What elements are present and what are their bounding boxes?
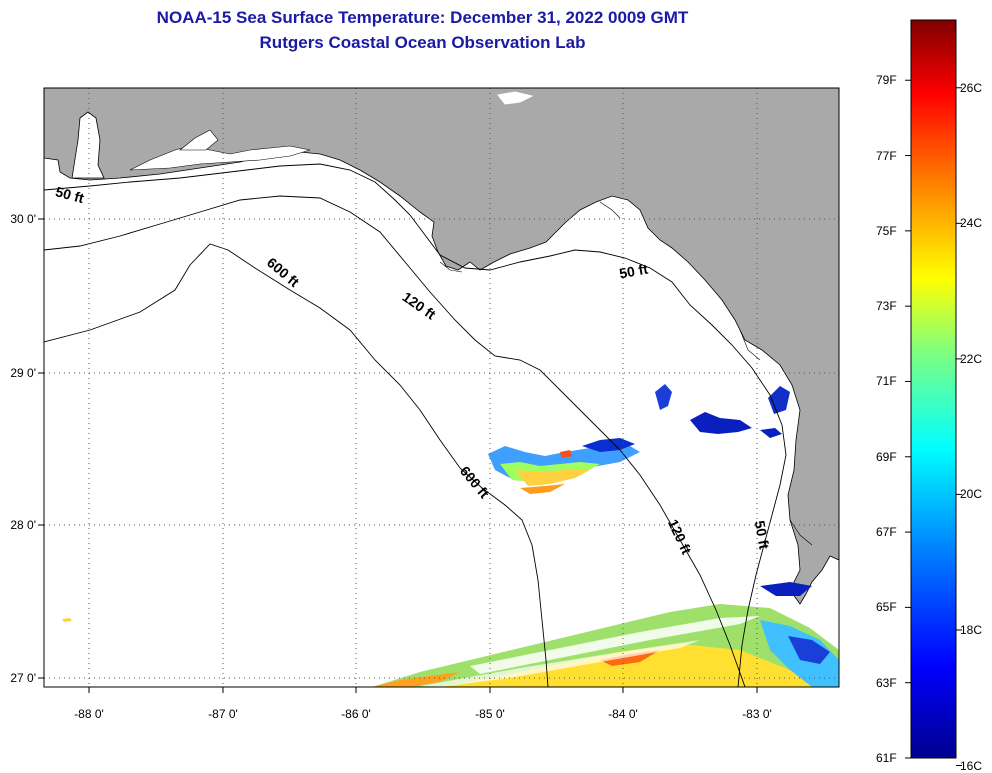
chart-title: NOAA-15 Sea Surface Temperature: Decembe… [156, 8, 689, 27]
chart-subtitle: Rutgers Coastal Ocean Observation Lab [259, 33, 586, 52]
lon-label: -83 0' [742, 707, 772, 721]
lat-label: 29 0' [10, 366, 36, 380]
colorbar-label-f: 61F [876, 751, 897, 765]
colorbar-label-f: 75F [876, 223, 897, 238]
lon-label: -84 0' [608, 707, 638, 721]
lon-label: -88 0' [74, 707, 104, 721]
colorbar-label-f: 79F [876, 73, 897, 88]
colorbar-label-c: 20C [960, 487, 983, 502]
colorbar-label-f: 65F [876, 600, 897, 615]
colorbar-label-f: 63F [876, 675, 897, 690]
bathymetry-contours [44, 163, 787, 687]
colorbar-label-f: 73F [876, 299, 897, 314]
lon-label: -85 0' [475, 707, 505, 721]
axis-ticks [38, 218, 758, 693]
lat-label: 28 0' [10, 518, 36, 532]
colorbar-label-c: 24C [960, 216, 983, 231]
map-frame [43, 87, 840, 688]
lat-label: 27 0' [10, 671, 36, 685]
contour-label: 50 ft [752, 519, 773, 550]
coastal-inlets [439, 201, 813, 546]
colorbar-label-f: 77F [876, 148, 897, 163]
colorbar-ticks [905, 79, 962, 767]
colorbar-label-c: 18C [960, 622, 983, 637]
bay-water [179, 129, 219, 151]
contour-label: 50 ft [618, 261, 649, 282]
lon-label: -87 0' [208, 707, 238, 721]
colorbar-label-c: 16C [960, 758, 983, 773]
colorbar-label-f: 67F [876, 525, 897, 540]
colorbar [910, 19, 957, 759]
lon-label: -86 0' [341, 707, 371, 721]
colorbar-label-f: 69F [876, 449, 897, 464]
lat-label: 30 0' [10, 212, 36, 226]
colorbar-label-c: 26C [960, 80, 983, 95]
lake [497, 91, 534, 105]
contour-label: 50 ft [54, 183, 86, 206]
colorbar-label-c: 22C [960, 351, 983, 366]
colorbar-label-f: 71F [876, 374, 897, 389]
mobile-bay [71, 111, 105, 179]
